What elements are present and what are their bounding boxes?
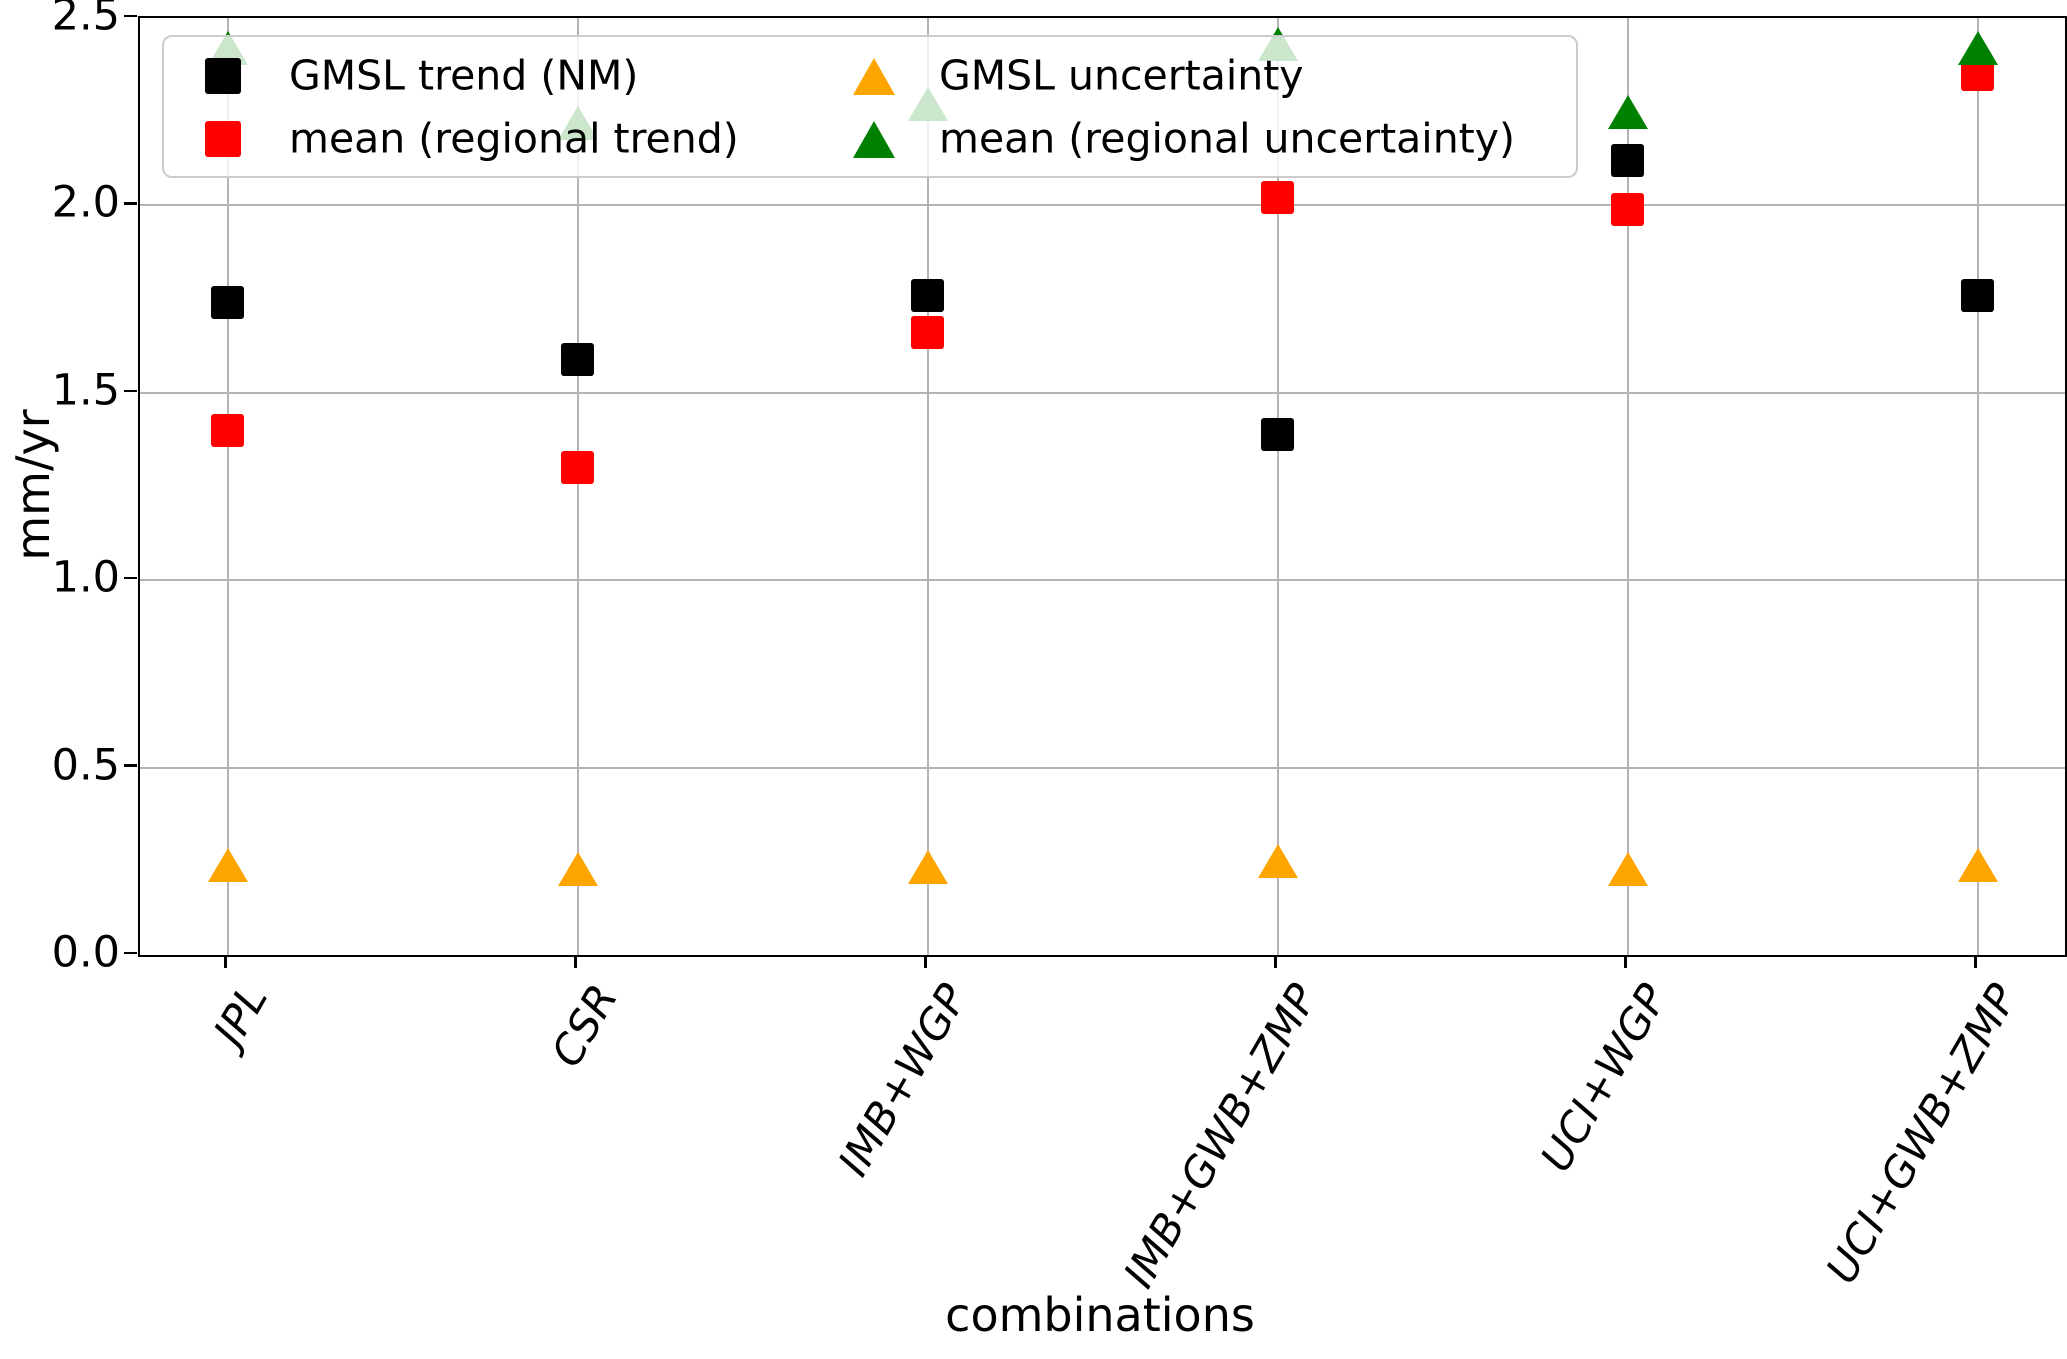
x-tick-mark xyxy=(574,955,577,968)
y-tick-label: 2.5 xyxy=(51,0,120,41)
y-tick-label: 1.5 xyxy=(51,365,120,416)
x-tick-label-uci-gwb-zmp: UCI+GWB+ZMP xyxy=(1816,976,2027,1292)
legend-marker-mean-regional-trend xyxy=(205,121,241,157)
gridline-horizontal xyxy=(140,391,2065,394)
legend-label-mean-regional-uncertainty: mean (regional uncertainty) xyxy=(939,114,1516,163)
marker-gmsl-trend-nm-jpl xyxy=(211,286,244,320)
x-tick-mark xyxy=(924,955,927,968)
y-tick-label: 0.5 xyxy=(51,740,120,791)
marker-gmsl-trend-nm-uci-gwb-zmp xyxy=(1961,278,1994,312)
y-tick-label: 2.0 xyxy=(51,177,120,228)
legend-marker-gmsl-uncertainty xyxy=(853,57,895,95)
marker-gmsl-trend-nm-uci-wgp xyxy=(1611,143,1644,177)
legend-label-gmsl-uncertainty: GMSL uncertainty xyxy=(939,51,1304,100)
y-tick-mark xyxy=(124,951,137,955)
marker-gmsl-trend-nm-imb-wgp xyxy=(911,278,944,312)
gridline-horizontal xyxy=(140,766,2065,769)
marker-gmsl-uncertainty-jpl xyxy=(207,848,248,883)
gridline-vertical xyxy=(1976,18,1979,955)
marker-mean-regional-uncertainty-uci-gwb-zmp xyxy=(1957,30,1998,65)
x-tick-mark xyxy=(224,955,227,968)
gridline-vertical xyxy=(1276,18,1279,955)
y-tick-mark xyxy=(124,764,137,767)
marker-mean-regional-trend-uci-wgp xyxy=(1611,192,1644,226)
y-tick-mark xyxy=(124,576,137,580)
x-axis-label: combinations xyxy=(945,1288,1255,1342)
marker-gmsl-uncertainty-uci-gwb-zmp xyxy=(1957,848,1998,883)
y-tick-mark xyxy=(124,14,137,18)
legend-marker-mean-regional-uncertainty xyxy=(853,120,895,158)
marker-mean-regional-trend-jpl xyxy=(211,413,244,447)
marker-mean-regional-trend-imb-wgp xyxy=(911,316,944,350)
marker-gmsl-uncertainty-imb-gwb-zmp xyxy=(1257,844,1298,879)
chart-legend: GMSL trend (NM) mean (regional trend) GMSL… xyxy=(162,35,1578,178)
x-tick-label-imb-wgp: IMB+WGP xyxy=(828,976,977,1185)
legend-label-gmsl-trend-nm: GMSL trend (NM) xyxy=(289,51,639,100)
gridline-vertical xyxy=(1626,18,1629,955)
marker-gmsl-uncertainty-csr xyxy=(557,851,598,886)
y-tick-mark xyxy=(124,202,137,205)
legend-label-mean-regional-trend: mean (regional trend) xyxy=(289,114,739,163)
y-tick-label: 1.0 xyxy=(51,552,120,603)
gridline-vertical xyxy=(576,18,579,955)
y-tick-label: 0.0 xyxy=(51,927,120,978)
y-tick-mark xyxy=(124,389,137,393)
x-tick-label-imb-gwb-zmp: IMB+GWB+ZMP xyxy=(1113,976,1327,1296)
marker-gmsl-uncertainty-uci-wgp xyxy=(1607,851,1648,886)
x-tick-mark xyxy=(1974,955,1977,968)
marker-mean-regional-uncertainty-uci-wgp xyxy=(1607,94,1648,129)
marker-mean-regional-trend-imb-gwb-zmp xyxy=(1261,181,1294,215)
x-tick-label-csr: CSR xyxy=(541,976,627,1075)
marker-gmsl-trend-nm-csr xyxy=(561,342,594,376)
x-tick-label-jpl: JPL xyxy=(203,976,277,1054)
plot-area: GMSL trend (NM) mean (regional trend) GMSL… xyxy=(138,16,2067,957)
gridline-vertical xyxy=(226,18,229,955)
marker-mean-regional-trend-csr xyxy=(561,451,594,485)
marker-gmsl-trend-nm-imb-gwb-zmp xyxy=(1261,417,1294,451)
x-tick-mark xyxy=(1624,955,1627,968)
y-axis-label: mm/yr xyxy=(6,409,60,561)
gridline-vertical xyxy=(926,18,929,955)
legend-marker-gmsl-trend-nm xyxy=(205,58,241,94)
x-tick-label-uci-wgp: UCI+WGP xyxy=(1530,976,1677,1180)
x-tick-mark xyxy=(1274,955,1277,968)
gridline-horizontal xyxy=(140,204,2065,207)
gridline-horizontal xyxy=(140,579,2065,582)
marker-gmsl-uncertainty-imb-wgp xyxy=(907,849,948,884)
